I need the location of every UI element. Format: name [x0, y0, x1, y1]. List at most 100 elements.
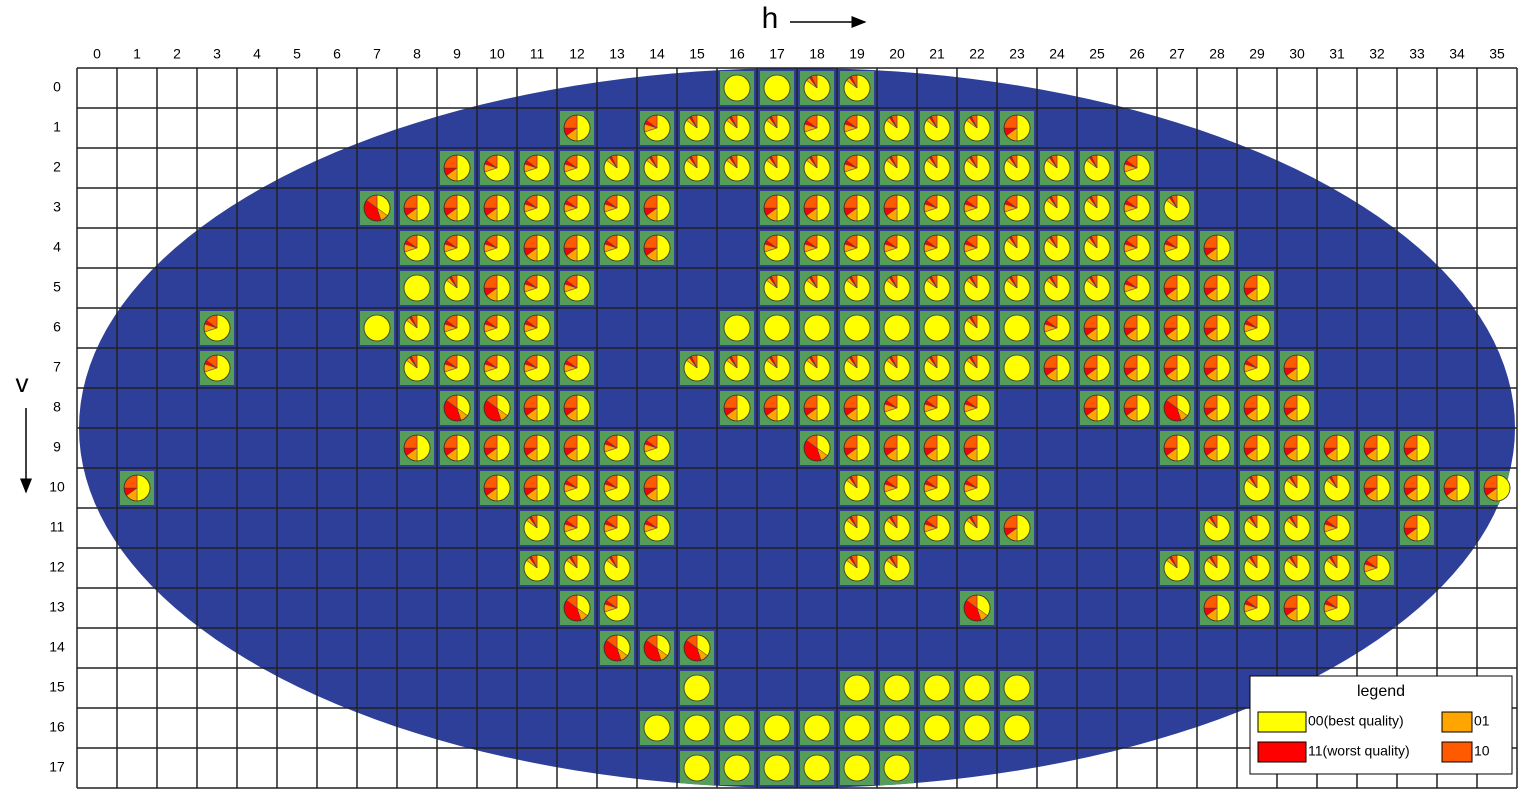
- tile-pie: [523, 514, 551, 542]
- tile-pie: [843, 514, 871, 542]
- tile-pie: [843, 754, 871, 782]
- pie-outline: [1043, 314, 1071, 342]
- pie-outline: [563, 554, 591, 582]
- tile-pie: [523, 554, 551, 582]
- tile-pie: [843, 394, 871, 422]
- pie-slice: [924, 315, 950, 341]
- row-label: 17: [49, 759, 65, 775]
- tile-pie: [803, 74, 831, 102]
- tile-pie: [443, 434, 471, 462]
- v-axis-label: v: [16, 368, 29, 398]
- pie-outline: [1083, 194, 1111, 222]
- tile-pie: [723, 114, 751, 142]
- pie-outline: [843, 674, 871, 702]
- pie-outline: [1163, 234, 1191, 262]
- tile-pie: [403, 314, 431, 342]
- pie-outline: [963, 514, 991, 542]
- tile-pie: [1323, 474, 1351, 502]
- pie-outline: [403, 234, 431, 262]
- column-label: 18: [809, 46, 825, 62]
- legend-label: 00(best quality): [1308, 713, 1404, 729]
- pie-outline: [1243, 554, 1271, 582]
- tile-pie: [563, 274, 591, 302]
- column-label: 21: [929, 46, 945, 62]
- tile-pie: [1123, 234, 1151, 262]
- tile-pie: [923, 194, 951, 222]
- tile-pie: [883, 194, 911, 222]
- tile-pie: [883, 474, 911, 502]
- pie-outline: [963, 154, 991, 182]
- pie-slice: [924, 675, 950, 701]
- pie-outline: [523, 394, 551, 422]
- pie-outline: [603, 554, 631, 582]
- pie-outline: [563, 194, 591, 222]
- tile-pie: [843, 554, 871, 582]
- pie-outline: [723, 154, 751, 182]
- pie-outline: [1043, 354, 1071, 382]
- tile-pie: [883, 394, 911, 422]
- pie-outline: [1003, 194, 1031, 222]
- tile-pie: [1003, 234, 1031, 262]
- tile-pie: [1043, 154, 1071, 182]
- tile-pie: [1083, 194, 1111, 222]
- column-label: 5: [293, 46, 301, 62]
- pie-outline: [843, 394, 871, 422]
- tile-pie: [523, 194, 551, 222]
- tile-pie: [1243, 514, 1271, 542]
- pie-outline: [1203, 514, 1231, 542]
- pie-slice: [724, 755, 750, 781]
- tile-pie: [563, 114, 591, 142]
- tile-pie: [1203, 554, 1231, 582]
- tile-pie: [1163, 554, 1191, 582]
- pie-outline: [843, 754, 871, 782]
- pie-slice: [724, 75, 750, 101]
- pie-outline: [683, 754, 711, 782]
- pie-outline: [643, 154, 671, 182]
- pie-slice: [1004, 715, 1030, 741]
- pie-outline: [643, 634, 671, 662]
- tile-pie: [963, 674, 991, 702]
- tile-pie: [963, 234, 991, 262]
- pie-outline: [1323, 514, 1351, 542]
- row-label: 12: [49, 559, 65, 575]
- pie-outline: [803, 154, 831, 182]
- tile-pie: [1363, 554, 1391, 582]
- tile-pie: [763, 754, 791, 782]
- pie-slice: [844, 715, 870, 741]
- tile-pie: [1323, 514, 1351, 542]
- legend-swatch: [1257, 741, 1307, 763]
- tile-pie: [643, 234, 671, 262]
- column-label: 26: [1129, 46, 1145, 62]
- pie-outline: [403, 314, 431, 342]
- pie-slice: [804, 755, 830, 781]
- pie-outline: [763, 714, 791, 742]
- tile-pie: [1163, 314, 1191, 342]
- pie-slice: [684, 675, 710, 701]
- pie-slice: [1004, 355, 1030, 381]
- pie-outline: [1163, 554, 1191, 582]
- tile-pie: [883, 314, 911, 342]
- legend-swatch: [1441, 741, 1473, 763]
- pie-outline: [843, 234, 871, 262]
- tile-pie: [403, 274, 431, 302]
- tile-pie: [683, 634, 711, 662]
- tile-pie: [723, 74, 751, 102]
- tile-pie: [643, 154, 671, 182]
- pie-outline: [443, 354, 471, 382]
- tile-pie: [883, 154, 911, 182]
- tile-pie: [1323, 554, 1351, 582]
- pie-outline: [483, 474, 511, 502]
- pie-outline: [643, 514, 671, 542]
- pie-outline: [923, 114, 951, 142]
- tile-grid: 0 1 2 3 4 5 6 7 8 9 10 11 12 13 14 15 16 17 18 19 20 21 22 23 24…: [49, 46, 1518, 789]
- pie-outline: [763, 754, 791, 782]
- tile-pie: [443, 274, 471, 302]
- pie-outline: [563, 434, 591, 462]
- tile-pie: [603, 514, 631, 542]
- tile-pie: [1083, 394, 1111, 422]
- tile-pie: [763, 154, 791, 182]
- pie-outline: [483, 434, 511, 462]
- tile-pie: [1163, 394, 1191, 422]
- row-label: 16: [49, 719, 65, 735]
- pie-outline: [1203, 314, 1231, 342]
